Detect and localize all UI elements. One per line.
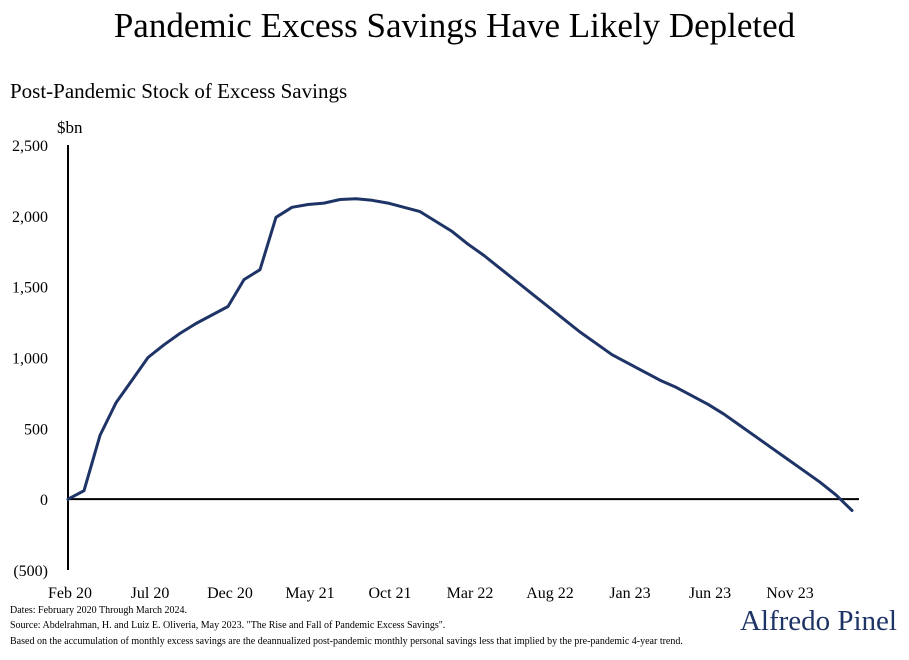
data-point: [562, 318, 566, 321]
series-line-excess-savings: [66, 197, 854, 512]
data-point: [66, 497, 70, 501]
x-tick-label: May 21: [285, 585, 334, 602]
data-point: [818, 480, 822, 484]
data-point: [114, 401, 118, 405]
x-axis-ticks: Feb 20 Jul 20 Dec 20 May 21 Oct 21 Mar 22 Aug …: [48, 585, 814, 602]
data-point: [306, 203, 310, 206]
data-point: [754, 435, 758, 439]
data-point: [418, 210, 422, 213]
y-tick-label: (500): [13, 563, 48, 580]
data-point: [706, 403, 710, 406]
x-tick-label: Mar 22: [447, 585, 494, 602]
footer-source: Source: Abdelrahman, H. and Luiz E. Oliv…: [10, 620, 446, 631]
data-point: [722, 412, 726, 416]
data-point: [546, 305, 550, 308]
chart-title: Pandemic Excess Savings Have Likely Depl…: [113, 6, 796, 45]
data-point: [338, 198, 342, 201]
data-point: [530, 292, 534, 295]
data-point: [850, 509, 854, 512]
y-tick-label: 1,000: [12, 351, 48, 368]
x-tick-label: Aug 22: [526, 585, 574, 602]
data-point: [258, 268, 262, 271]
data-point: [178, 332, 182, 335]
data-point: [226, 305, 230, 308]
data-point: [434, 220, 438, 223]
data-point: [610, 353, 614, 356]
data-point: [674, 386, 678, 389]
data-point: [402, 206, 406, 209]
data-point: [770, 446, 774, 450]
data-point: [370, 199, 374, 202]
brand-logo-text: Alfredo Pinel: [739, 605, 897, 637]
x-tick-label: Jun 23: [689, 585, 731, 602]
x-tick-label: Nov 23: [766, 585, 814, 602]
data-point: [834, 493, 838, 497]
data-point: [450, 230, 454, 233]
data-point: [274, 216, 278, 219]
chart-subtitle: Post-Pandemic Stock of Excess Savings: [10, 79, 348, 103]
data-point: [578, 330, 582, 334]
data-point: [82, 489, 86, 492]
y-tick-label: 0: [40, 492, 48, 509]
data-point: [482, 254, 486, 257]
x-tick-label: Jul 20: [131, 585, 170, 602]
data-point: [594, 342, 598, 345]
data-point: [322, 201, 326, 205]
data-point: [98, 434, 102, 437]
data-point: [146, 356, 150, 359]
data-point: [690, 394, 694, 397]
data-point: [130, 378, 134, 382]
data-point: [210, 313, 214, 317]
data-point: [642, 370, 646, 373]
series-points: [66, 197, 854, 512]
data-point: [514, 279, 518, 283]
y-tick-label: 1,500: [12, 280, 48, 297]
x-tick-label: Oct 21: [368, 585, 411, 602]
footer-note: Based on the accumulation of monthly exc…: [10, 636, 683, 647]
data-point: [386, 201, 390, 205]
data-point: [498, 267, 502, 270]
data-point: [354, 197, 358, 201]
x-tick-label: Jan 23: [609, 585, 650, 602]
data-point: [802, 469, 806, 473]
y-axis-ticks: 2,500 2,000 1,500 1,000 500 0 (500): [12, 138, 48, 580]
x-tick-label: Dec 20: [207, 585, 253, 602]
data-point: [242, 278, 246, 281]
y-tick-label: 500: [24, 421, 48, 438]
data-point: [466, 242, 470, 246]
data-point: [738, 424, 742, 427]
footer-dates: Dates: February 2020 Through March 2024.: [10, 605, 188, 616]
data-point: [786, 458, 790, 461]
data-point: [626, 361, 630, 365]
y-tick-label: 2,500: [12, 138, 48, 155]
data-point: [658, 378, 662, 382]
y-tick-label: 2,000: [12, 209, 48, 226]
x-tick-label: Feb 20: [48, 585, 92, 602]
y-axis-label: $bn: [57, 118, 83, 137]
data-point: [290, 206, 294, 209]
data-point: [194, 322, 198, 325]
data-point: [162, 343, 166, 346]
